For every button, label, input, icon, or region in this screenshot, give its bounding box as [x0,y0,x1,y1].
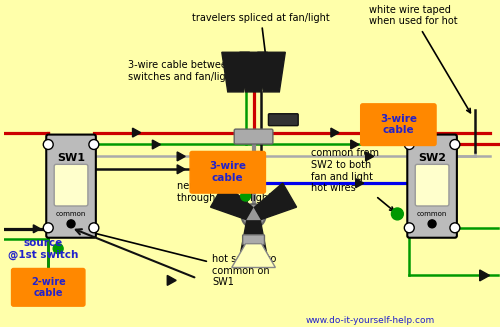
Polygon shape [168,275,176,285]
Circle shape [450,140,460,149]
Text: 3-wire cable between
switches and fan/light: 3-wire cable between switches and fan/li… [128,60,236,82]
Circle shape [392,208,404,220]
Text: common: common [56,211,86,217]
Polygon shape [240,52,268,92]
Polygon shape [152,140,160,149]
Polygon shape [222,52,250,92]
FancyBboxPatch shape [190,151,266,193]
Text: 3-wire
cable: 3-wire cable [210,162,246,183]
Circle shape [44,223,53,233]
Circle shape [240,191,250,201]
Text: SW1: SW1 [57,153,85,164]
Text: 3-wire
cable: 3-wire cable [380,114,417,135]
FancyBboxPatch shape [415,164,449,206]
Text: hot source to
common on
SW1: hot source to common on SW1 [78,228,276,287]
Text: 2-wire
cable: 2-wire cable [31,277,66,298]
Circle shape [404,140,414,149]
Circle shape [450,223,460,233]
Text: source
@1st switch: source @1st switch [8,238,78,260]
Circle shape [89,223,99,233]
Circle shape [67,220,75,228]
Text: travelers spliced at fan/light: travelers spliced at fan/light [192,12,330,65]
Circle shape [242,204,266,228]
Polygon shape [132,128,140,137]
FancyBboxPatch shape [360,104,436,146]
Polygon shape [254,183,296,219]
Circle shape [428,220,436,228]
FancyBboxPatch shape [12,268,85,306]
Circle shape [44,140,53,149]
Text: neutral spliced
through to fan/light: neutral spliced through to fan/light [177,181,272,203]
FancyBboxPatch shape [242,235,264,245]
FancyBboxPatch shape [46,135,96,238]
Circle shape [404,223,414,233]
Polygon shape [210,183,252,219]
Polygon shape [351,140,359,149]
Text: www.do-it-yourself-help.com: www.do-it-yourself-help.com [306,316,435,325]
Polygon shape [232,244,276,267]
Text: common from
SW2 to both
fan and light
hot wires: common from SW2 to both fan and light ho… [311,148,394,211]
FancyBboxPatch shape [268,114,298,126]
Polygon shape [480,270,490,281]
FancyBboxPatch shape [234,129,273,144]
Text: white wire taped
when used for hot: white wire taped when used for hot [368,5,470,113]
Polygon shape [177,165,185,174]
Polygon shape [356,179,364,188]
Polygon shape [258,52,285,92]
FancyBboxPatch shape [54,164,88,206]
Polygon shape [366,152,374,161]
Text: common: common [417,211,448,217]
Polygon shape [177,152,185,161]
Polygon shape [34,225,40,233]
Polygon shape [331,128,339,137]
Circle shape [53,244,63,254]
Text: SW2: SW2 [418,153,446,164]
Circle shape [89,140,99,149]
Polygon shape [240,221,268,258]
FancyBboxPatch shape [408,135,457,238]
